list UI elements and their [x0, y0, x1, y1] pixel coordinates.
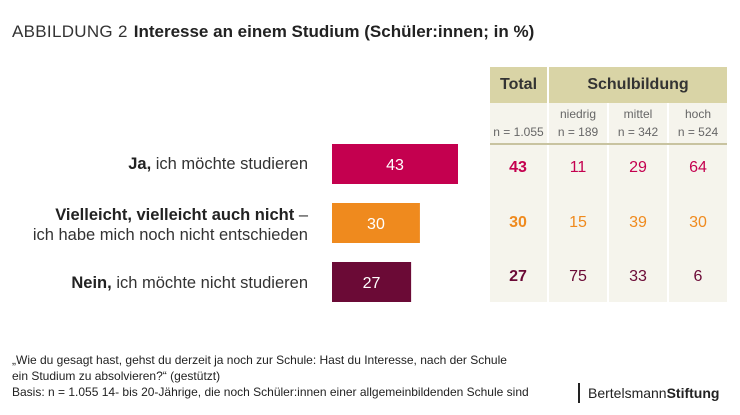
total-header: Total — [490, 67, 547, 103]
footnote-line-1: „Wie du gesagt hast, gehst du derzeit ja… — [12, 353, 507, 367]
row-label-vielleicht: Vielleicht, vielleicht auch nicht – ich … — [33, 205, 308, 245]
subcol-n-total: n = 1.055 — [493, 125, 544, 139]
cell-mittel-vielleicht: 39 — [629, 214, 647, 231]
title-text: Interesse an einem Studium (Schüler:inne… — [133, 22, 535, 41]
col-bg-niedrig — [549, 103, 607, 302]
cell-mittel-nein: 33 — [629, 268, 647, 285]
chart-title: ABBILDUNG 2 Interesse an einem Studium (S… — [12, 22, 534, 42]
col-bg-total — [490, 103, 547, 302]
footnote-basis: Basis: n = 1.055 14- bis 20-Jährige, die… — [12, 385, 529, 399]
col-bg-mittel — [609, 103, 667, 302]
row-label-nein-bold: Nein, — [71, 274, 112, 292]
cell-mittel-ja: 29 — [629, 159, 647, 176]
cell-total-vielleicht: 30 — [509, 214, 527, 231]
col-bg-hoch — [669, 103, 727, 302]
cell-niedrig-nein: 75 — [569, 268, 587, 285]
row-label-vielleicht-rest: – — [298, 206, 308, 224]
row-label-ja-bold: Ja, — [128, 155, 152, 173]
cell-total-nein: 27 — [509, 268, 527, 285]
cell-hoch-nein: 6 — [693, 268, 703, 285]
cell-total-ja: 43 — [509, 159, 527, 176]
bar-vielleicht — [332, 203, 420, 243]
row-label-nein: Nein, ich möchte nicht studieren — [71, 273, 308, 293]
cell-niedrig-vielleicht: 15 — [569, 214, 587, 231]
subcol-label-mittel: mittel — [623, 107, 653, 121]
figure-label: ABBILDUNG 2 — [12, 22, 128, 41]
row-label-vielleicht-line2: ich habe mich noch nicht entschieden — [32, 226, 308, 244]
row-label-vielleicht-bold: Vielleicht, vielleicht auch nicht — [55, 206, 295, 224]
schulbildung-header: Schulbildung — [549, 67, 727, 103]
bar-label-nein: 27 — [363, 275, 381, 292]
brand-part-1: Bertelsmann — [588, 385, 667, 401]
subcol-label-niedrig: niedrig — [559, 107, 597, 121]
subcol-n-niedrig: n = 189 — [557, 125, 599, 139]
brand-logo: BertelsmannStiftung — [578, 383, 719, 403]
subcol-n-mittel: n = 342 — [617, 125, 659, 139]
bar-ja — [332, 144, 458, 184]
subcol-label-hoch: hoch — [684, 107, 712, 121]
cell-niedrig-ja: 11 — [569, 159, 587, 176]
footnote-line-2: ein Studium zu absolvieren?“ (gestützt) — [12, 369, 221, 383]
bar-label-vielleicht: 30 — [367, 216, 385, 233]
brand-part-2: Stiftung — [666, 385, 720, 401]
cell-hoch-vielleicht: 30 — [689, 214, 707, 231]
row-label-ja: Ja, ich möchte studieren — [128, 154, 308, 174]
cell-hoch-ja: 64 — [689, 159, 707, 176]
footnote: „Wie du gesagt hast, gehst du derzeit ja… — [12, 352, 529, 400]
header-separator — [490, 143, 727, 145]
subcol-n-hoch: n = 524 — [677, 125, 719, 139]
bar-nein — [332, 262, 412, 302]
row-label-ja-rest: ich möchte studieren — [155, 155, 308, 173]
row-label-nein-rest: ich möchte nicht studieren — [116, 274, 308, 292]
bar-label-ja: 43 — [386, 157, 404, 174]
